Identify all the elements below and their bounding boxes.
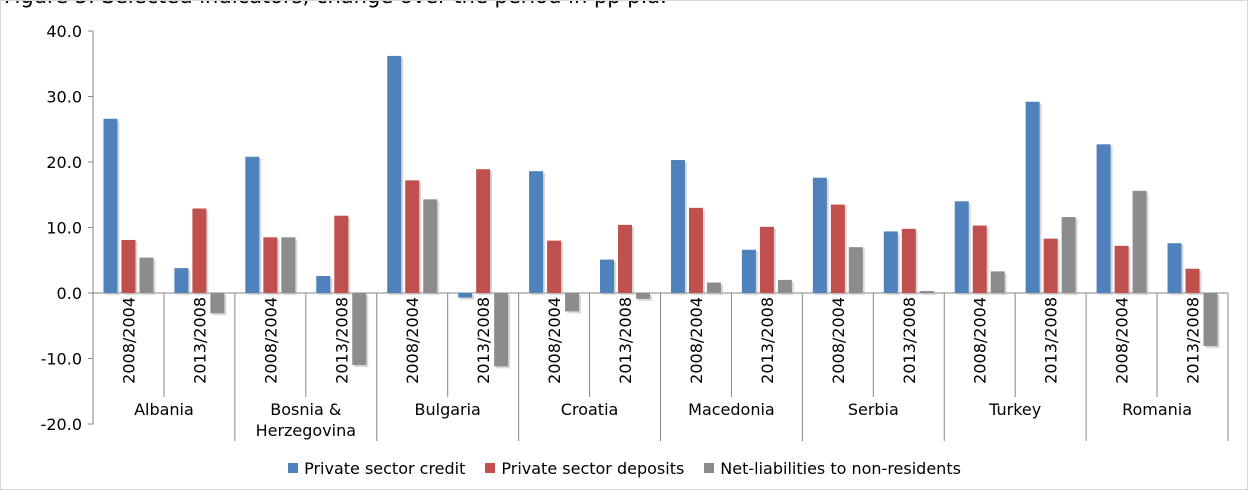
bar xyxy=(830,204,845,293)
category-label: 2013/2008 xyxy=(758,297,777,384)
bar xyxy=(121,239,136,293)
category-label: 2013/2008 xyxy=(190,297,209,384)
bar xyxy=(405,180,420,293)
legend-item: Private sector credit xyxy=(288,459,465,478)
bar xyxy=(245,156,260,293)
legend-label: Private sector credit xyxy=(304,458,466,478)
bar xyxy=(883,231,898,293)
category-label: 2013/2008 xyxy=(616,297,635,384)
legend-item: Net-liabilities to non-residents xyxy=(704,459,961,478)
category-label: 2008/2004 xyxy=(403,297,422,384)
bar xyxy=(529,171,544,293)
bar xyxy=(919,291,934,293)
group-label: Croatia xyxy=(561,400,619,419)
bar xyxy=(1061,217,1076,293)
category-label: 2013/2008 xyxy=(332,297,351,384)
category-label: 2008/2004 xyxy=(829,297,848,384)
bar xyxy=(387,55,402,293)
bar xyxy=(334,215,349,293)
y-tick-label: -10.0 xyxy=(41,350,82,369)
y-tick-label: -20.0 xyxy=(41,415,82,434)
bar-shadow xyxy=(921,293,936,295)
category-label: 2008/2004 xyxy=(687,297,706,384)
bar xyxy=(316,275,331,293)
group-label: Albania xyxy=(134,400,194,419)
bar xyxy=(281,237,296,293)
bar xyxy=(618,224,633,293)
category-label: 2013/2008 xyxy=(900,297,919,384)
bar xyxy=(458,293,473,298)
bar xyxy=(494,293,509,367)
chart-title: Figure 5. Selected indicators, change ov… xyxy=(4,0,667,8)
bar xyxy=(263,237,278,293)
bar xyxy=(1043,238,1058,293)
group-label: Herzegovina xyxy=(256,421,357,440)
bar xyxy=(1185,268,1200,293)
bar xyxy=(1132,190,1147,293)
bar xyxy=(901,228,916,293)
group-label: Bosnia & xyxy=(270,400,341,419)
bar xyxy=(1025,101,1040,294)
bar xyxy=(210,293,225,314)
bar xyxy=(848,247,863,293)
bar xyxy=(972,225,987,293)
legend-item: Private sector deposits xyxy=(485,459,684,478)
bar xyxy=(688,207,703,293)
bar xyxy=(759,226,774,293)
y-tick-label: 0.0 xyxy=(57,284,82,303)
bar xyxy=(476,169,491,293)
bar xyxy=(777,279,792,293)
bar xyxy=(706,282,721,293)
y-tick-label: 30.0 xyxy=(46,88,82,107)
group-label: Serbia xyxy=(848,400,899,419)
legend-swatch xyxy=(485,463,496,473)
category-label: 2008/2004 xyxy=(1113,297,1132,384)
bar xyxy=(954,201,969,293)
bar xyxy=(103,118,118,294)
bar xyxy=(1114,245,1129,293)
category-label: 2013/2008 xyxy=(1184,297,1203,384)
category-label: 2013/2008 xyxy=(474,297,493,384)
y-tick-label: 20.0 xyxy=(46,153,82,172)
bar xyxy=(174,268,189,293)
category-label: 2013/2008 xyxy=(1042,297,1061,384)
category-label: 2008/2004 xyxy=(545,297,564,384)
group-label: Romania xyxy=(1122,400,1192,419)
group-label: Bulgaria xyxy=(415,400,481,419)
bar xyxy=(352,293,367,366)
bar xyxy=(1203,293,1218,347)
legend-swatch xyxy=(288,463,299,473)
bar xyxy=(670,160,685,293)
group-label: Macedonia xyxy=(688,400,775,419)
category-label: 2008/2004 xyxy=(261,297,280,384)
bar xyxy=(565,293,580,312)
bar xyxy=(741,249,756,293)
bar xyxy=(139,257,154,293)
bar xyxy=(423,199,438,293)
group-label: Turkey xyxy=(988,400,1041,419)
bar xyxy=(636,293,651,299)
bar xyxy=(547,240,562,293)
legend-label: Net-liabilities to non-residents xyxy=(720,458,961,478)
y-tick-label: 40.0 xyxy=(46,22,82,41)
legend-label: Private sector deposits xyxy=(501,458,685,478)
category-label: 2008/2004 xyxy=(119,297,138,384)
bar xyxy=(990,271,1005,293)
bar xyxy=(600,259,615,293)
y-tick-label: 10.0 xyxy=(46,219,82,238)
bar xyxy=(1167,243,1182,293)
chart-legend: Private sector credit Private sector depo… xyxy=(0,455,1249,481)
category-label: 2008/2004 xyxy=(971,297,990,384)
bar xyxy=(1096,144,1111,293)
bar xyxy=(192,208,207,293)
bar xyxy=(812,177,827,293)
legend-swatch xyxy=(704,463,715,473)
